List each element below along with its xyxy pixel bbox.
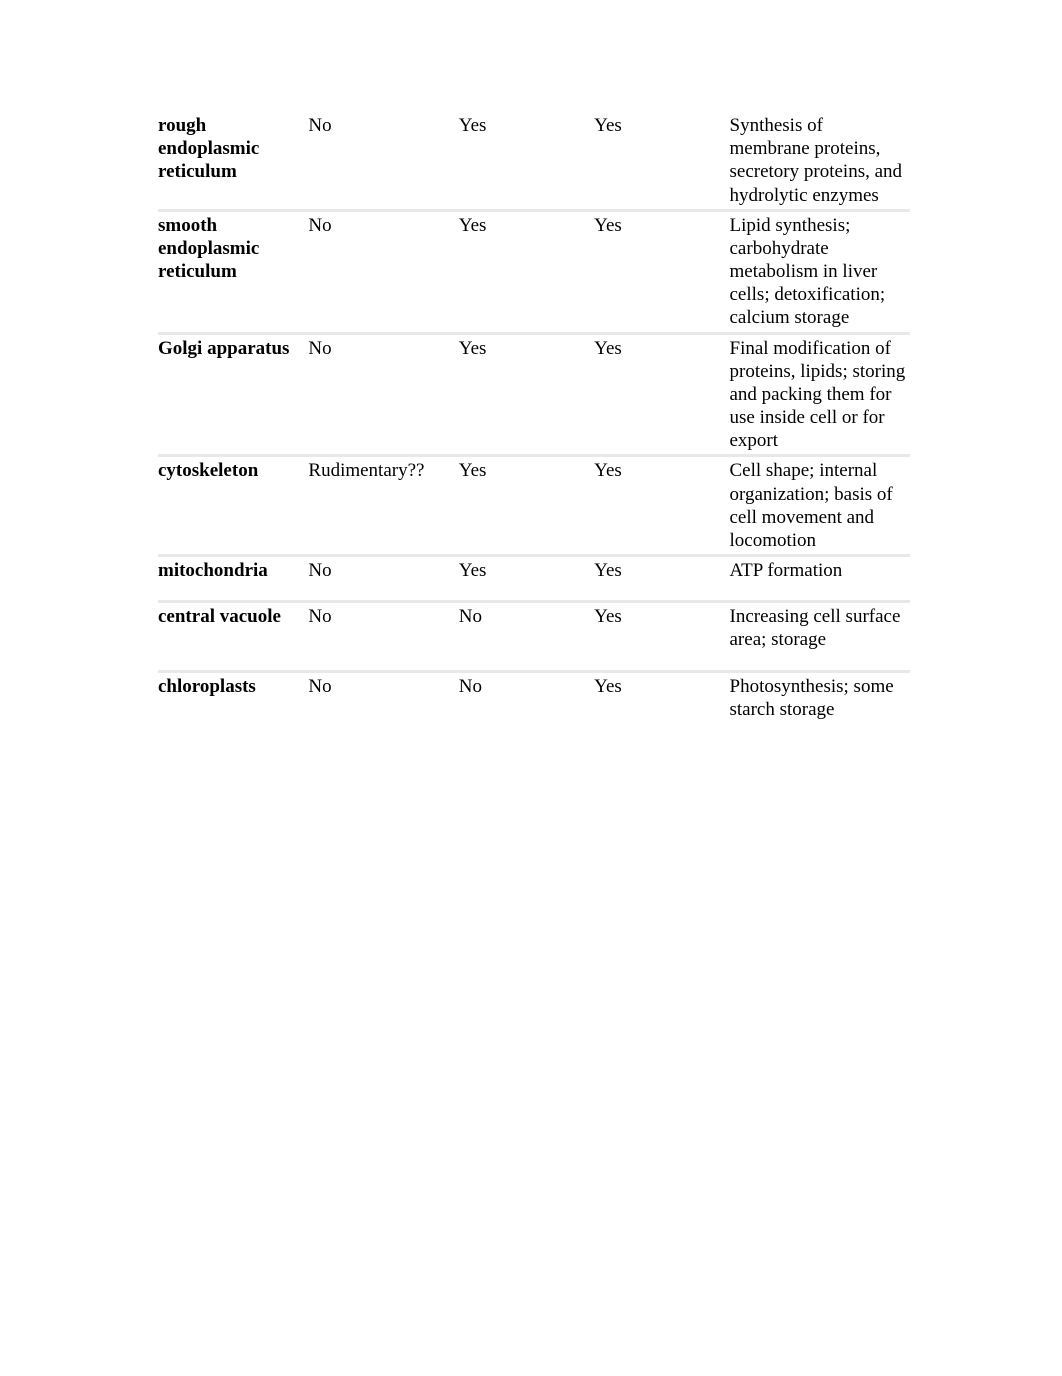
cell-name: central vacuole: [158, 602, 308, 671]
table-row: central vacuoleNoNoYesIncreasing cell su…: [158, 602, 910, 671]
cell-c3: Yes: [594, 602, 729, 671]
cell-c3: Yes: [594, 456, 729, 556]
organelle-table-body: rough endoplasmic reticulumNoYesYesSynth…: [158, 112, 910, 739]
table-row: mitochondriaNoYesYesATP formation: [158, 556, 910, 602]
table-row: rough endoplasmic reticulumNoYesYesSynth…: [158, 112, 910, 210]
table-row: cytoskeletonRudimentary??YesYesCell shap…: [158, 456, 910, 556]
cell-name: mitochondria: [158, 556, 308, 602]
organelle-table: rough endoplasmic reticulumNoYesYesSynth…: [158, 112, 910, 739]
cell-c1: Rudimentary??: [308, 456, 458, 556]
cell-function: Lipid synthesis; carbohydrate metabolism…: [730, 210, 911, 333]
cell-c1: No: [308, 333, 458, 456]
cell-name: cytoskeleton: [158, 456, 308, 556]
cell-c1: No: [308, 671, 458, 739]
cell-c1: No: [308, 556, 458, 602]
cell-function: Cell shape; internal organization; basis…: [730, 456, 911, 556]
cell-c2: Yes: [459, 556, 594, 602]
cell-function: Synthesis of membrane proteins, secretor…: [730, 112, 911, 210]
table-row: smooth endoplasmic reticulumNoYesYesLipi…: [158, 210, 910, 333]
cell-function: ATP formation: [730, 556, 911, 602]
cell-c2: No: [459, 602, 594, 671]
cell-function: Photosynthesis; some starch storage: [730, 671, 911, 739]
page-container: rough endoplasmic reticulumNoYesYesSynth…: [0, 0, 1062, 739]
cell-c2: Yes: [459, 112, 594, 210]
cell-c3: Yes: [594, 112, 729, 210]
cell-name: chloroplasts: [158, 671, 308, 739]
table-row: chloroplastsNoNoYesPhotosynthesis; some …: [158, 671, 910, 739]
bottom-fade-overlay: [0, 825, 1062, 1376]
cell-function: Final modification of proteins, lipids; …: [730, 333, 911, 456]
cell-c2: Yes: [459, 456, 594, 556]
cell-c1: No: [308, 112, 458, 210]
cell-c3: Yes: [594, 210, 729, 333]
cell-c2: Yes: [459, 210, 594, 333]
cell-name: rough endoplasmic reticulum: [158, 112, 308, 210]
cell-function: Increasing cell surface area; storage: [730, 602, 911, 671]
cell-c1: No: [308, 602, 458, 671]
cell-c3: Yes: [594, 556, 729, 602]
cell-c2: No: [459, 671, 594, 739]
cell-c3: Yes: [594, 671, 729, 739]
cell-c3: Yes: [594, 333, 729, 456]
cell-name: Golgi apparatus: [158, 333, 308, 456]
cell-name: smooth endoplasmic reticulum: [158, 210, 308, 333]
cell-c1: No: [308, 210, 458, 333]
cell-c2: Yes: [459, 333, 594, 456]
table-row: Golgi apparatusNoYesYesFinal modificatio…: [158, 333, 910, 456]
